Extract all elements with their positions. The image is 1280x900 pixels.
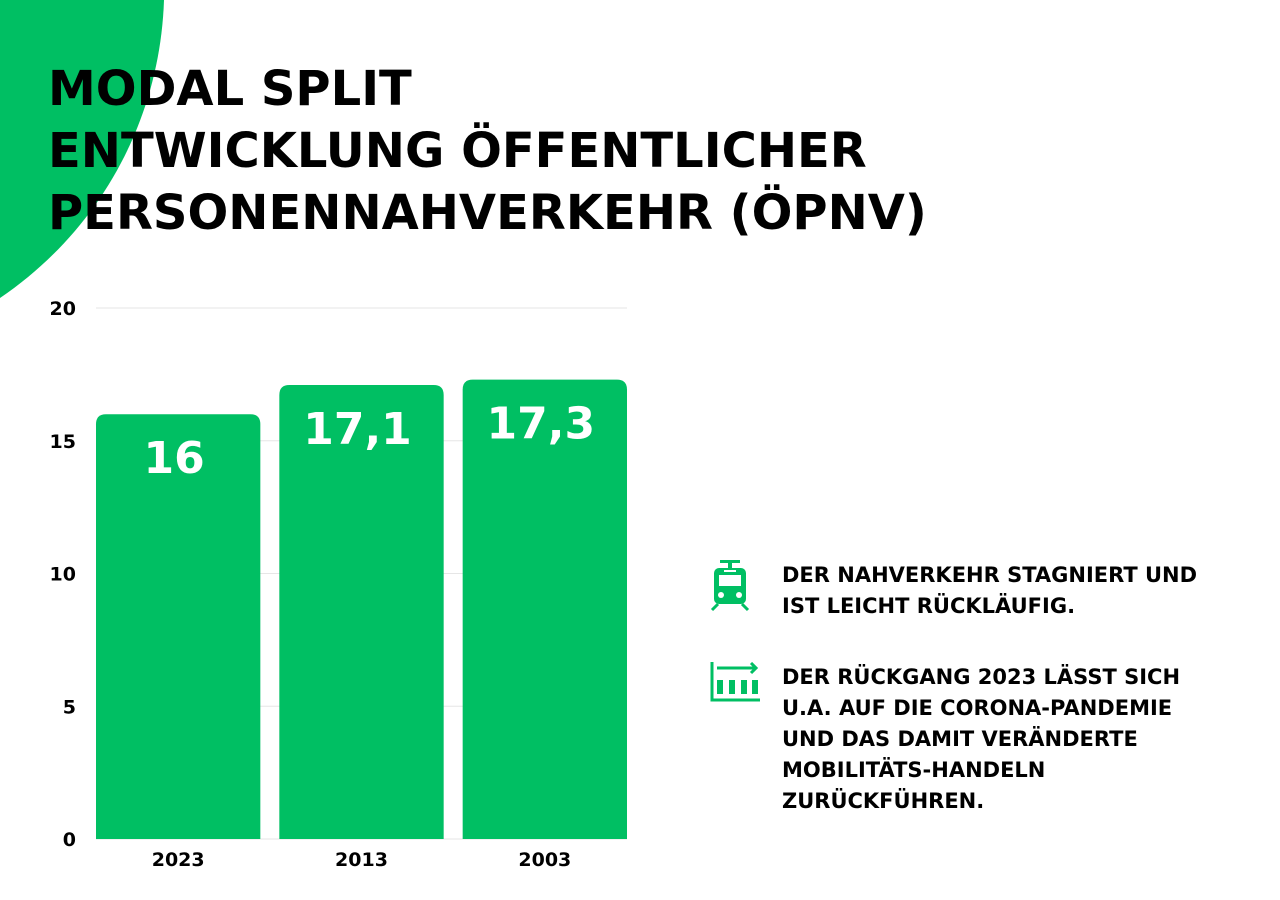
note-text: DER RÜCKGANG 2023 LÄSST SICH U.A. AUF DI… bbox=[782, 665, 1181, 813]
bar-chart: 0 5 10 15 20 16 2023 17,1 2013 17,3 2003 bbox=[50, 298, 627, 871]
tram-icon bbox=[710, 560, 760, 618]
y-tick-label: 15 bbox=[50, 431, 76, 453]
note-text: DER NAHVERKEHR STAGNIERT UND IST LEICHT … bbox=[782, 563, 1198, 618]
y-tick-label: 20 bbox=[50, 298, 76, 320]
data-label: 16 bbox=[144, 433, 205, 484]
bar bbox=[462, 379, 627, 839]
y-tick-label: 0 bbox=[63, 829, 76, 851]
note-decline: DER RÜCKGANG 2023 LÄSST SICH U.A. AUF DI… bbox=[710, 661, 1210, 817]
declining-chart-icon bbox=[710, 661, 760, 706]
x-tick-label: 2013 bbox=[335, 849, 388, 871]
data-label: 17,1 bbox=[303, 404, 412, 455]
bar bbox=[96, 414, 261, 839]
x-tick-label: 2023 bbox=[152, 849, 205, 871]
y-tick-label: 10 bbox=[50, 564, 76, 586]
y-tick-label: 5 bbox=[63, 696, 76, 718]
decorative-circle bbox=[0, 0, 164, 298]
x-tick-label: 2003 bbox=[518, 849, 571, 871]
bar bbox=[279, 384, 444, 839]
page-title: MODAL SPLIT ENTWICKLUNG ÖFFENTLICHER PER… bbox=[48, 61, 927, 241]
notes: DER NAHVERKEHR STAGNIERT UND IST LEICHT … bbox=[710, 560, 1210, 857]
data-label: 17,3 bbox=[487, 399, 596, 450]
note-stagnation: DER NAHVERKEHR STAGNIERT UND IST LEICHT … bbox=[710, 560, 1210, 622]
